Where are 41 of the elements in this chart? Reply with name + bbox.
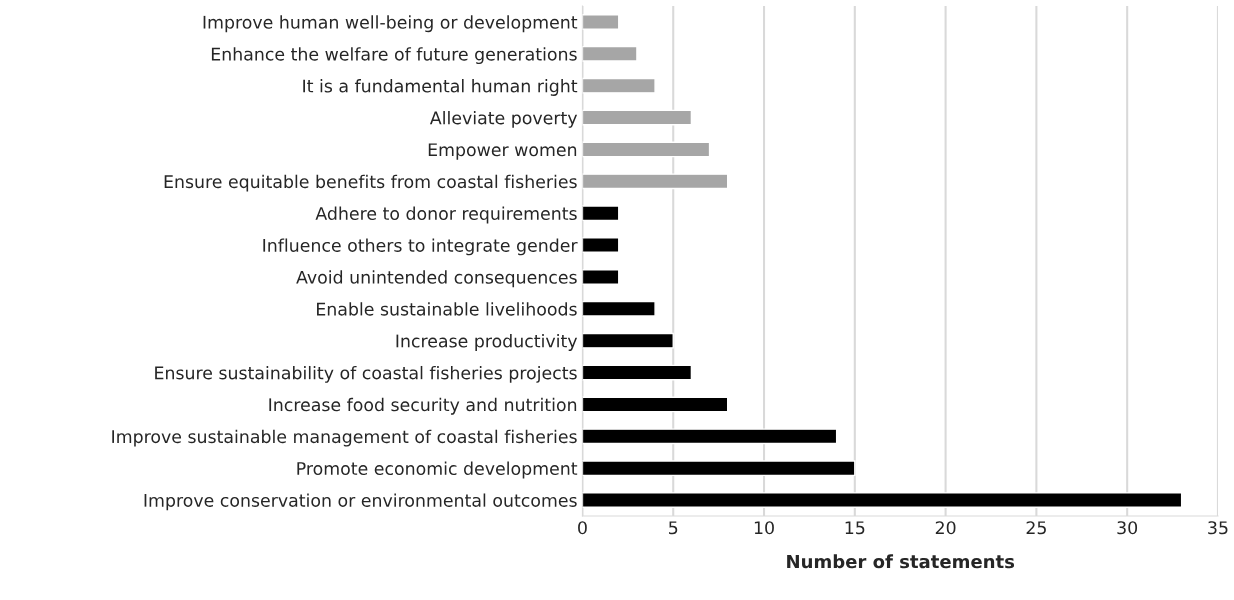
bar <box>582 460 856 477</box>
bar <box>582 205 620 222</box>
x-tick-label: 15 <box>845 521 865 535</box>
bar <box>582 269 620 285</box>
y-tick-label: Enable sustainable livelihoods <box>317 302 577 316</box>
y-tick-label: Increase productivity <box>396 334 578 351</box>
y-tick-label: Enhance the welfare of future generations <box>211 47 577 65</box>
y-tick-label: Increase food security and nutrition <box>269 397 577 415</box>
x-tick-label: 20 <box>935 521 956 535</box>
y-tick-label: Ensure equitable benefits from coastal fisheries <box>164 174 577 192</box>
bar <box>582 77 656 94</box>
y-tick-label: Adhere to donor requirements <box>315 206 577 224</box>
y-tick-label: Ensure sustainability of coastal fisheries projects <box>155 365 577 383</box>
y-tick-label: Empower women <box>428 143 577 160</box>
bar <box>582 300 656 317</box>
x-axis-title: Number of statements <box>787 554 1015 569</box>
bar <box>582 173 729 190</box>
x-tick-label: 35 <box>1208 521 1228 535</box>
y-tick-label: Improve human well-being or development <box>203 15 578 33</box>
y-tick-label: Improve conservation or environmental outcomes <box>144 493 577 511</box>
bar <box>582 428 838 445</box>
x-tick-label: 25 <box>1026 521 1046 535</box>
y-tick-label: Promote economic development <box>297 461 578 479</box>
y-tick-label: Influence others to integrate gender <box>263 238 578 256</box>
y-tick-label: Alleviate poverty <box>429 110 578 128</box>
bar <box>582 364 693 381</box>
bar <box>582 45 638 62</box>
bar <box>582 109 693 126</box>
y-tick-label: Improve sustainable management of coastal fisheries <box>112 429 577 447</box>
bar <box>582 14 620 30</box>
x-tick-label: 5 <box>669 521 678 535</box>
bar <box>582 492 1183 508</box>
y-tick-label: It is a fundamental human right <box>303 79 578 96</box>
x-tick-label: 30 <box>1117 521 1138 535</box>
bar <box>582 141 711 158</box>
bar <box>582 396 729 413</box>
y-tick-label: Avoid unintended consequences <box>296 270 577 288</box>
x-tick-label: 0 <box>578 521 587 535</box>
bar <box>582 237 620 253</box>
x-tick-label: 10 <box>754 521 774 535</box>
bar <box>582 332 674 349</box>
